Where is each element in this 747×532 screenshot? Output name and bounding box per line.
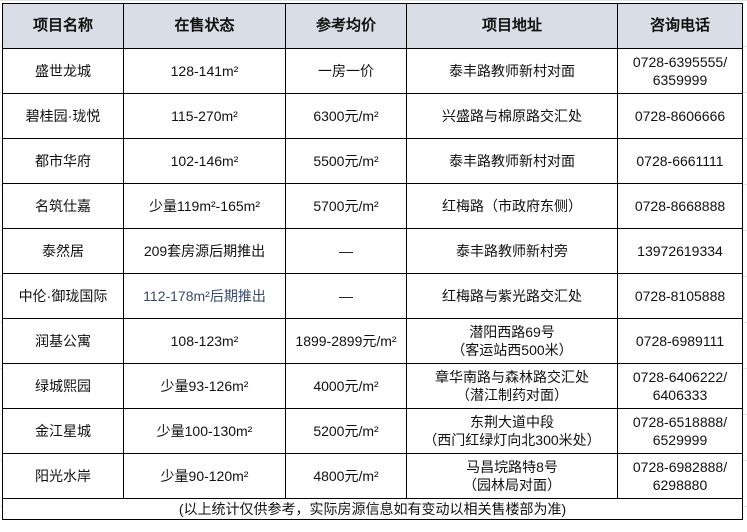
contact-phone: 0728-6989111 bbox=[617, 318, 743, 364]
contact-phone: 0728-8668888 bbox=[617, 183, 743, 229]
sale-status: 少量90-120m² bbox=[123, 453, 286, 499]
sale-status: 108-123m² bbox=[123, 318, 286, 364]
contact-phone-line: 0728-6406222/ bbox=[632, 369, 728, 385]
header-row: 项目名称 在售状态 参考均价 项目地址 咨询电话 bbox=[2, 3, 743, 49]
project-name: 润基公寓 bbox=[2, 318, 124, 364]
table-row: 碧桂园·珑悦 115-270m² 6300元/m² 兴盛路与棉原路交汇处 0728-86… bbox=[2, 93, 743, 139]
project-address-line: 红梅路（市政府东侧） bbox=[442, 198, 582, 214]
reference-price: 5700元/m² bbox=[285, 183, 407, 229]
project-address: 泰丰路教师新村对面 bbox=[406, 48, 618, 94]
table-row: 盛世龙城 128-141m² 一房一价 泰丰路教师新村对面 0728-6395555/6… bbox=[2, 48, 743, 94]
table-row: 中伦·御珑国际 112-178m²后期推出 — 红梅路与紫光路交汇处 0728-8105… bbox=[2, 273, 743, 319]
contact-phone: 0728-8606666 bbox=[617, 93, 743, 139]
project-address-line: （园林局对面） bbox=[463, 477, 561, 493]
project-address-line: 泰丰路教师新村对面 bbox=[449, 63, 575, 79]
reference-price: — bbox=[285, 273, 407, 319]
reference-price: 4000元/m² bbox=[285, 363, 407, 409]
project-address-line: 泰丰路教师新村旁 bbox=[456, 243, 568, 259]
sale-status: 少量100-130m² bbox=[123, 408, 286, 454]
project-address-line: 章华南路与森林路交汇处 bbox=[435, 369, 589, 385]
sale-status: 少量93-126m² bbox=[123, 363, 286, 409]
project-address-line: 红梅路与紫光路交汇处 bbox=[442, 288, 582, 304]
housing-table: 项目名称 在售状态 参考均价 项目地址 咨询电话 盛世龙城 128-141m² 一房… bbox=[2, 3, 743, 520]
contact-phone: 0728-6661111 bbox=[617, 138, 743, 184]
reference-price: 一房一价 bbox=[285, 48, 407, 94]
table-row: 都市华府 102-146m² 5500元/m² 泰丰路教师新村对面 0728-66611… bbox=[2, 138, 743, 184]
project-address: 泰丰路教师新村对面 bbox=[406, 138, 618, 184]
contact-phone-line: 0728-6395555/ bbox=[632, 54, 728, 70]
contact-phone: 13972619334 bbox=[617, 228, 743, 274]
contact-phone-line: 6298880 bbox=[652, 477, 708, 493]
project-address-line: 潜阳西路69号 bbox=[469, 324, 555, 340]
contact-phone-line: 0728-8606666 bbox=[634, 108, 726, 124]
header-name: 项目名称 bbox=[2, 3, 124, 49]
contact-phone-line: 0728-6989111 bbox=[635, 333, 725, 349]
reference-price: 1899-2899元/m² bbox=[285, 318, 407, 364]
header-status: 在售状态 bbox=[123, 3, 286, 49]
project-name: 名筑仕嘉 bbox=[2, 183, 124, 229]
table-row: 阳光水岸 少量90-120m² 4800元/m² 马昌垸路特8号 （园林局对面） 0728… bbox=[2, 453, 743, 499]
contact-phone-line: 0728-6518888/ bbox=[632, 414, 728, 430]
project-name: 阳光水岸 bbox=[2, 453, 124, 499]
project-address-line: （西门红绿灯向北300米处） bbox=[423, 432, 601, 448]
project-address-line: （潜江制药对面） bbox=[456, 387, 568, 403]
contact-phone-line: 6359999 bbox=[652, 72, 708, 88]
project-address-line: 马昌垸路特8号 bbox=[466, 459, 558, 475]
table-row: 名筑仕嘉 少量119m²-165m² 5700元/m² 红梅路（市政府东侧） 0728-… bbox=[2, 183, 743, 229]
header-phone: 咨询电话 bbox=[617, 3, 743, 49]
project-address-line: 泰丰路教师新村对面 bbox=[449, 153, 575, 169]
reference-price: 6300元/m² bbox=[285, 93, 407, 139]
reference-price: — bbox=[285, 228, 407, 274]
project-address: 泰丰路教师新村旁 bbox=[406, 228, 618, 274]
project-address-line: 东荆大道中段 bbox=[470, 414, 554, 430]
sale-status: 115-270m² bbox=[123, 93, 286, 139]
reference-price: 4800元/m² bbox=[285, 453, 407, 499]
project-address: 潜阳西路69号 （客运站西500米） bbox=[406, 318, 618, 364]
contact-phone-line: 13972619334 bbox=[637, 243, 723, 259]
table-row: 泰然居 209套房源后期推出 — 泰丰路教师新村旁 13972619334 bbox=[2, 228, 743, 274]
contact-phone: 0728-6406222/6406333 bbox=[617, 363, 743, 409]
contact-phone: 0728-6982888/6298880 bbox=[617, 453, 743, 499]
contact-phone-line: 0728-8105888 bbox=[634, 288, 726, 304]
project-address: 红梅路（市政府东侧） bbox=[406, 183, 618, 229]
sale-status: 102-146m² bbox=[123, 138, 286, 184]
footer-row: (以上统计仅供参考，实际房源信息如有变动以相关售楼部为准) bbox=[2, 498, 743, 520]
table-row: 金江星城 少量100-130m² 5200元/m² 东荆大道中段 （西门红绿灯向北300… bbox=[2, 408, 743, 454]
contact-phone-line: 0728-6982888/ bbox=[632, 459, 728, 475]
sale-status: 209套房源后期推出 bbox=[123, 228, 286, 274]
project-name: 绿城熙园 bbox=[2, 363, 124, 409]
project-address: 马昌垸路特8号 （园林局对面） bbox=[406, 453, 618, 499]
project-address: 兴盛路与棉原路交汇处 bbox=[406, 93, 618, 139]
project-address: 章华南路与森林路交汇处 （潜江制药对面） bbox=[406, 363, 618, 409]
project-name: 金江星城 bbox=[2, 408, 124, 454]
project-name: 盛世龙城 bbox=[2, 48, 124, 94]
sale-status: 112-178m²后期推出 bbox=[123, 273, 286, 319]
sale-status: 128-141m² bbox=[123, 48, 286, 94]
project-address-line: （客运站西500米） bbox=[451, 342, 573, 358]
project-name: 都市华府 bbox=[2, 138, 124, 184]
project-name: 碧桂园·珑悦 bbox=[2, 93, 124, 139]
contact-phone-line: 0728-8668888 bbox=[634, 198, 726, 214]
sale-status: 少量119m²-165m² bbox=[123, 183, 286, 229]
project-address: 红梅路与紫光路交汇处 bbox=[406, 273, 618, 319]
project-address: 东荆大道中段 （西门红绿灯向北300米处） bbox=[406, 408, 618, 454]
contact-phone: 0728-8105888 bbox=[617, 273, 743, 319]
reference-price: 5200元/m² bbox=[285, 408, 407, 454]
project-name: 中伦·御珑国际 bbox=[2, 273, 124, 319]
project-address-line: 兴盛路与棉原路交汇处 bbox=[442, 108, 582, 124]
contact-phone-line: 0728-6661111 bbox=[636, 153, 724, 169]
header-address: 项目地址 bbox=[406, 3, 618, 49]
table-row: 绿城熙园 少量93-126m² 4000元/m² 章华南路与森林路交汇处 （潜江制药对面… bbox=[2, 363, 743, 409]
reference-price: 5500元/m² bbox=[285, 138, 407, 184]
header-price: 参考均价 bbox=[285, 3, 407, 49]
contact-phone-line: 6529999 bbox=[652, 432, 708, 448]
project-name: 泰然居 bbox=[2, 228, 124, 274]
footer-note: (以上统计仅供参考，实际房源信息如有变动以相关售楼部为准) bbox=[2, 498, 743, 520]
contact-phone: 0728-6395555/6359999 bbox=[617, 48, 743, 94]
contact-phone-line: 6406333 bbox=[652, 387, 708, 403]
table-row: 润基公寓 108-123m² 1899-2899元/m² 潜阳西路69号 （客运站西50… bbox=[2, 318, 743, 364]
contact-phone: 0728-6518888/6529999 bbox=[617, 408, 743, 454]
